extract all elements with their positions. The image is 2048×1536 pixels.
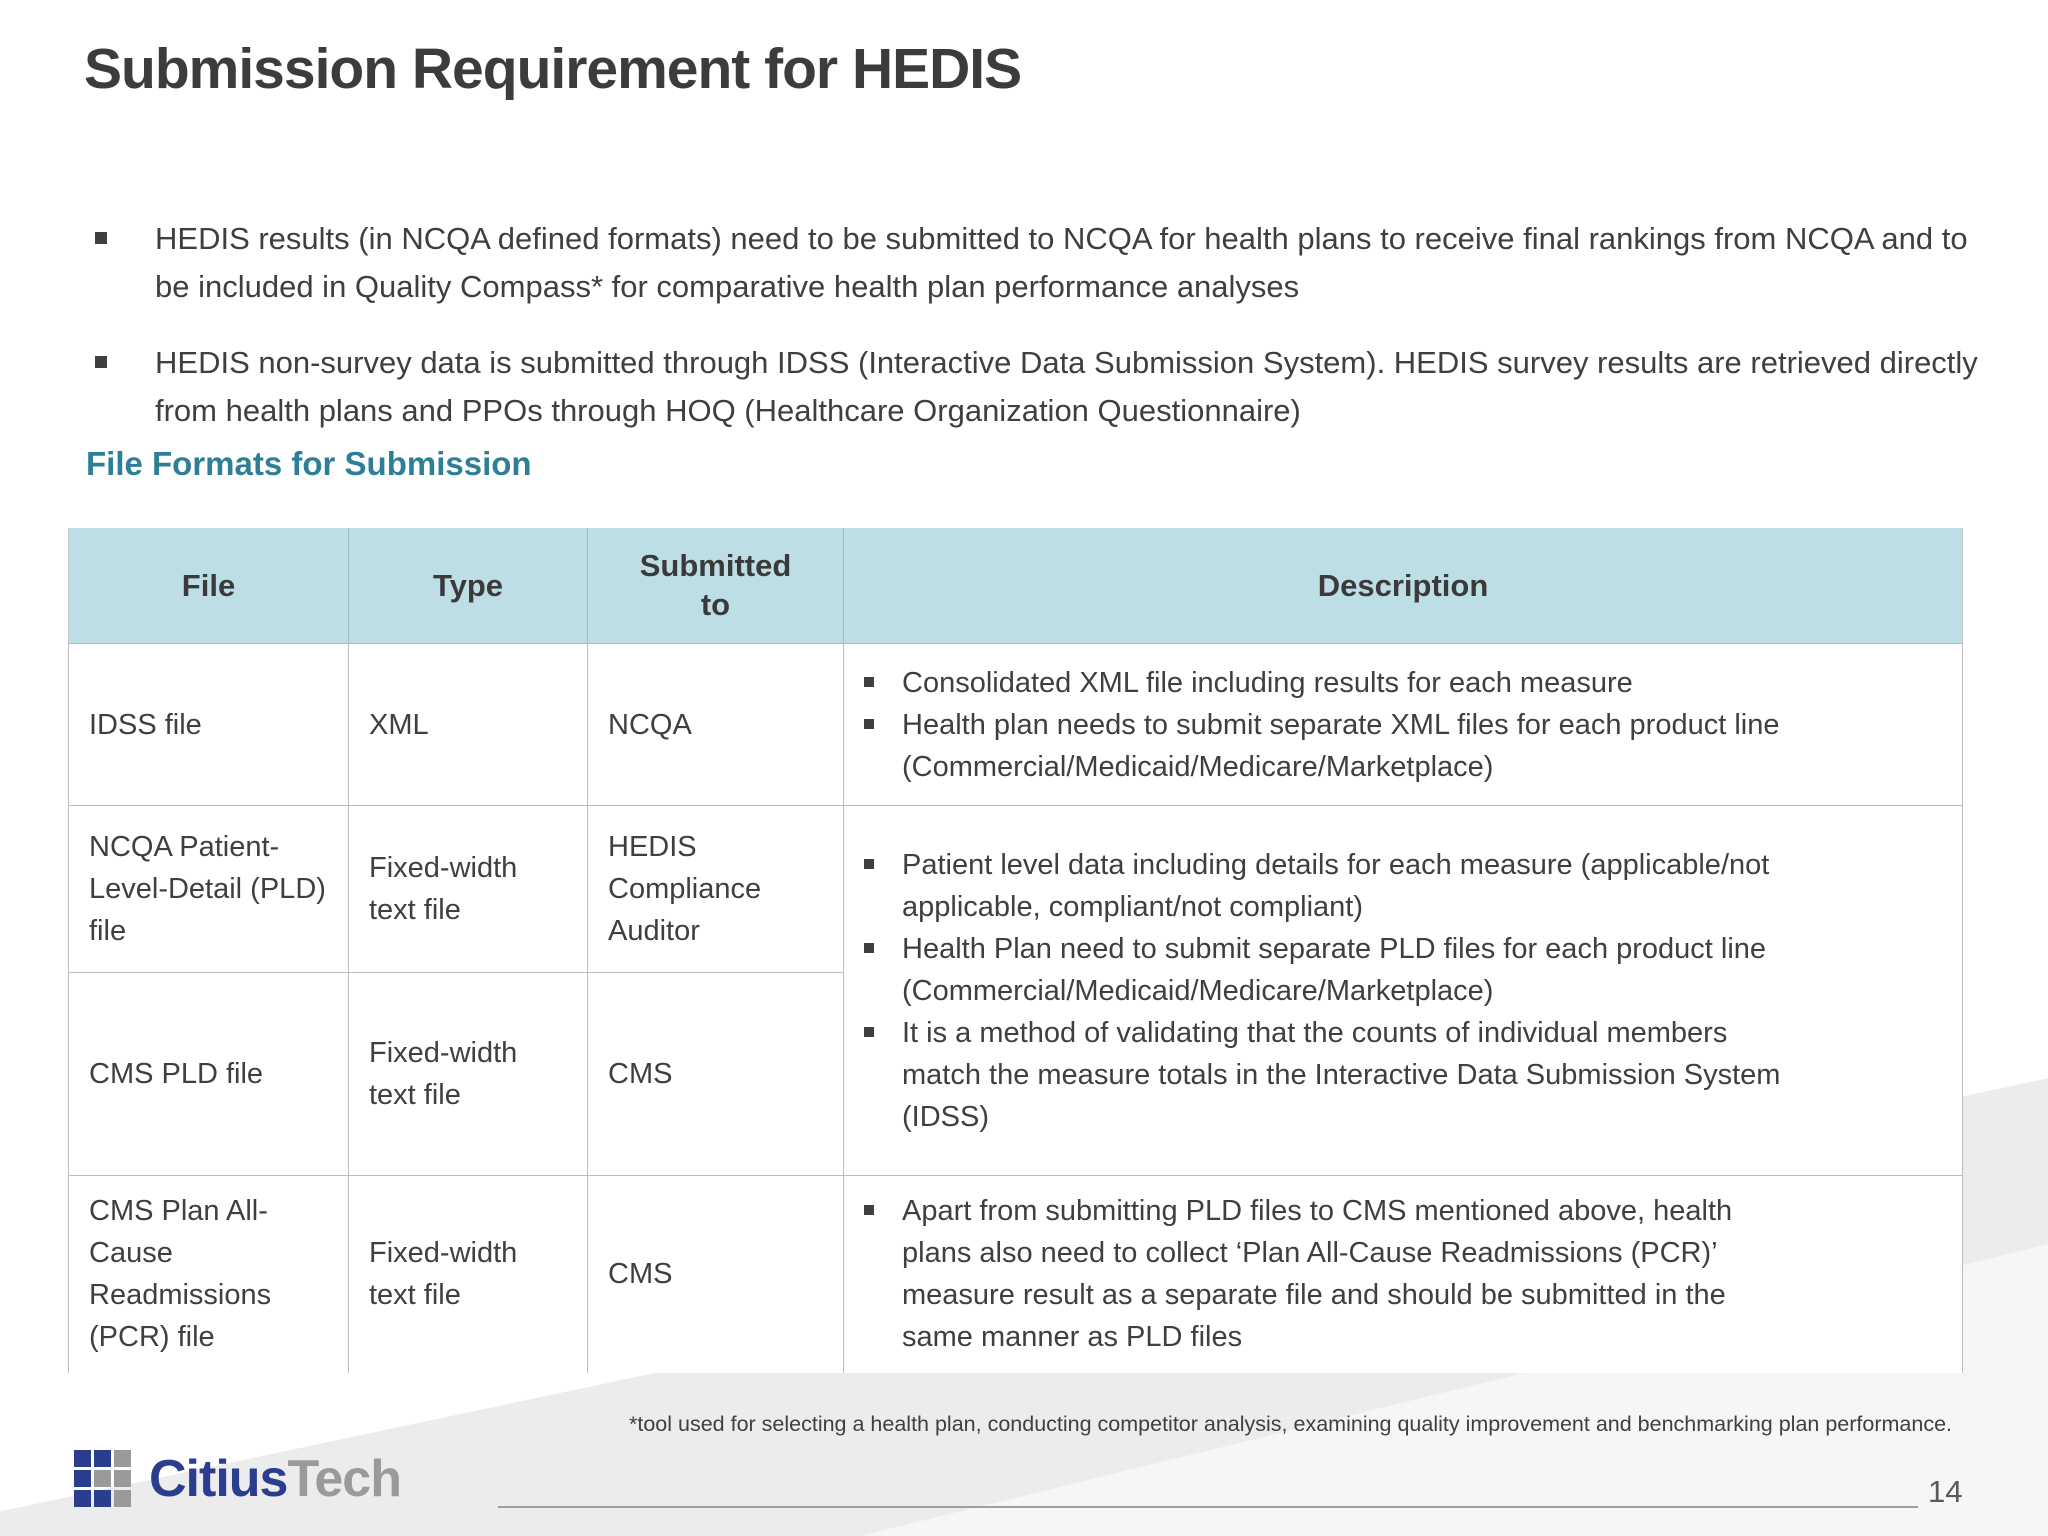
cell-file: NCQA Patient-Level-Detail (PLD) file xyxy=(68,805,349,973)
list-item: Health Plan need to submit separate PLD … xyxy=(864,928,1944,1012)
bullet-icon xyxy=(864,942,874,953)
list-item: Apart from submitting PLD files to CMS m… xyxy=(864,1190,1944,1358)
bullet-icon xyxy=(864,676,874,687)
bullet-icon xyxy=(864,858,874,869)
column-header-description: Description xyxy=(843,528,1963,644)
footer-divider xyxy=(498,1506,1918,1508)
cell-type: XML xyxy=(348,643,588,806)
table-row: CMS Plan All-Cause Readmissions (PCR) fi… xyxy=(68,1175,1963,1373)
bullet-icon xyxy=(95,356,107,368)
bullet-icon xyxy=(95,232,107,244)
file-formats-table: File Type Submitted to Description IDSS … xyxy=(68,528,1963,1373)
page-title: Submission Requirement for HEDIS xyxy=(84,37,1022,101)
bullet-icon xyxy=(864,1205,874,1216)
bullet-text: HEDIS non-survey data is submitted throu… xyxy=(155,345,1978,428)
cell-description: Apart from submitting PLD files to CMS m… xyxy=(843,1175,1963,1373)
bullet-text: It is a method of validating that the co… xyxy=(902,1016,1781,1133)
list-item: HEDIS results (in NCQA defined formats) … xyxy=(95,215,2000,311)
list-item: Consolidated XML file including results … xyxy=(864,662,1944,704)
cell-file: CMS PLD file xyxy=(68,972,349,1176)
intro-bullet-list: HEDIS results (in NCQA defined formats) … xyxy=(95,215,2000,463)
table-row: IDSS file XML NCQA Consolidated XML file… xyxy=(68,643,1963,806)
cell-description: Consolidated XML file including results … xyxy=(843,643,1963,806)
cell-type: Fixed-width text file xyxy=(348,972,588,1176)
bullet-text: Apart from submitting PLD files to CMS m… xyxy=(902,1195,1733,1354)
cell-submitted-to: CMS xyxy=(587,1175,844,1373)
logo-tech: Tech xyxy=(287,1449,402,1508)
list-item: Patient level data including details for… xyxy=(864,844,1944,928)
column-header-submitted-to: Submitted to xyxy=(587,528,844,644)
citiustech-logo-text: CitiusTech xyxy=(149,1449,402,1508)
table-row: CMS PLD file Fixed-width text file CMS xyxy=(68,972,1963,1176)
bullet-text: HEDIS results (in NCQA defined formats) … xyxy=(155,221,1968,304)
section-heading: File Formats for Submission xyxy=(86,445,532,482)
citiustech-logo: CitiusTech xyxy=(74,1449,402,1508)
cell-description-merged: Patient level data including details for… xyxy=(843,805,1963,1176)
list-item: It is a method of validating that the co… xyxy=(864,1012,1944,1138)
page-number: 14 xyxy=(1928,1474,1963,1509)
column-header-type: Type xyxy=(348,528,588,644)
bullet-icon xyxy=(864,1026,874,1037)
list-item: Health plan needs to submit separate XML… xyxy=(864,704,1944,788)
logo-citius: Citius xyxy=(149,1449,288,1508)
bullet-text: Patient level data including details for… xyxy=(902,848,1770,923)
table-header-row: File Type Submitted to Description xyxy=(68,528,1963,644)
bullet-text: Health plan needs to submit separate XML… xyxy=(902,708,1780,783)
column-header-submitted-to-label: Submitted to xyxy=(639,547,792,622)
cell-submitted-to: NCQA xyxy=(587,643,844,806)
bullet-text: Consolidated XML file including results … xyxy=(902,666,1633,699)
cell-submitted-to: HEDIS Compliance Auditor xyxy=(587,805,844,973)
cell-type: Fixed-width text file xyxy=(348,1175,588,1373)
bullet-icon xyxy=(864,718,874,729)
cell-file: IDSS file xyxy=(68,643,349,806)
citiustech-logo-icon xyxy=(74,1450,131,1507)
list-item: HEDIS non-survey data is submitted throu… xyxy=(95,339,2000,435)
cell-file: CMS Plan All-Cause Readmissions (PCR) fi… xyxy=(68,1175,349,1373)
table-row: NCQA Patient-Level-Detail (PLD) file Fix… xyxy=(68,805,1963,1176)
cell-submitted-to: CMS xyxy=(587,972,844,1176)
footnote: *tool used for selecting a health plan, … xyxy=(629,1412,1952,1436)
bullet-text: Health Plan need to submit separate PLD … xyxy=(902,932,1767,1007)
cell-type: Fixed-width text file xyxy=(348,805,588,973)
column-header-file: File xyxy=(68,528,349,644)
